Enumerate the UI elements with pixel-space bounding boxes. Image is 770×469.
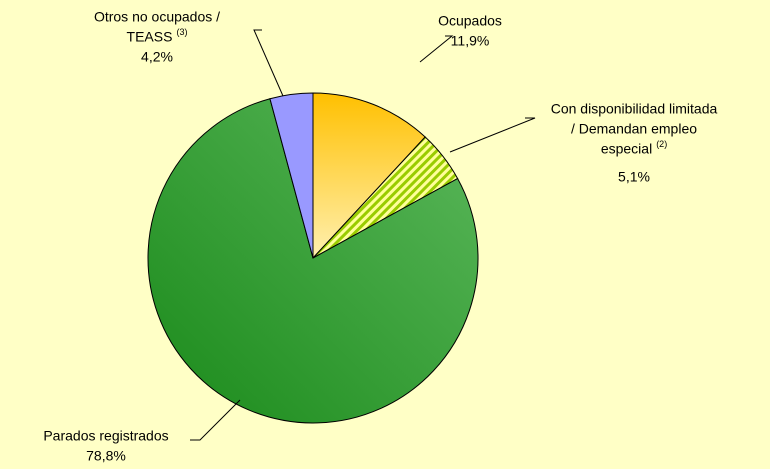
slice-label: Ocupados <box>438 13 502 29</box>
leader-line <box>419 35 454 63</box>
slice-label: TEASS (3) <box>127 27 188 44</box>
footnote-marker: (2) <box>656 139 667 149</box>
value-label: 11,9% <box>451 33 490 49</box>
pie-slice <box>147 98 479 424</box>
value-label: 5,1% <box>618 169 650 185</box>
leader-line <box>253 29 284 97</box>
leader-line <box>449 117 536 153</box>
slice-label: / Demandan empleo <box>571 121 697 137</box>
slice-label: Con disponibilidad limitada <box>551 101 718 117</box>
value-label: 4,2% <box>141 49 173 65</box>
slice-label: especial (2) <box>601 139 667 156</box>
pie-slice <box>312 92 426 260</box>
slice-label: Otros no ocupados / <box>94 9 220 25</box>
value-label: 78,8% <box>86 448 126 464</box>
slice-label: Parados registrados <box>43 428 168 444</box>
footnote-marker: (3) <box>176 27 187 37</box>
pie-slice <box>269 92 314 259</box>
leader-line <box>190 399 241 441</box>
